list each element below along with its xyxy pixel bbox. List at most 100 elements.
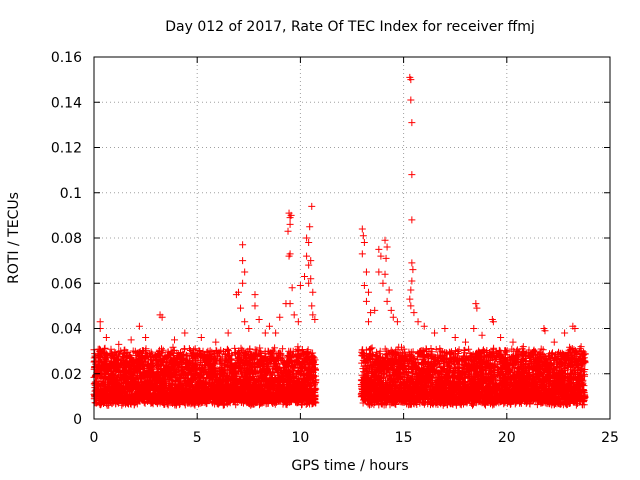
roti-point [245,325,253,332]
roti-point [362,268,370,276]
roti-point [115,340,123,348]
tick-labels: 0 5 10 15 20 25 0 0.02 0.04 0.06 0.08 0.1 0.12 0.14 0.… [51,50,619,446]
roti-point [305,279,313,287]
roti-point [181,329,189,337]
roti-point [406,295,414,303]
roti-point [409,266,417,274]
roti-point [470,325,478,332]
roti-point [408,171,416,179]
roti-point [393,318,401,326]
roti-point [489,318,497,326]
y-tick-label: 0.1 [60,186,82,202]
roti-point [571,325,579,332]
roti-point [462,338,470,346]
roti-point [360,239,368,247]
roti-point [408,216,416,224]
roti-point [541,327,549,335]
roti-point [414,318,422,326]
grid-lines [94,57,610,419]
y-axis-label: ROTI / TECUs [6,192,22,284]
roti-point [381,236,389,244]
roti-point [375,245,383,253]
roti-point [170,336,178,344]
roti-point [294,318,302,326]
roti-point [407,302,415,310]
roti-point [360,282,368,290]
roti-point [307,275,315,283]
roti-point [387,306,395,314]
roti-point [286,220,294,228]
roti-point [239,257,247,265]
roti-point [383,243,391,251]
roti-point [385,286,393,294]
roti-point [261,329,269,337]
roti-point [286,300,294,308]
x-tick-label: 10 [291,430,309,446]
y-tick-label: 0.14 [51,95,82,111]
y-tick-label: 0 [73,412,82,428]
roti-point [102,334,110,342]
roti-point [265,322,273,330]
roti-point [308,202,316,210]
roti-point [365,288,373,296]
roti-point [408,277,416,285]
roti-point [241,268,249,276]
x-tick-label: 25 [601,430,619,446]
roti-point [96,318,104,326]
roti-point [365,318,373,326]
roti-point [197,334,205,342]
x-axis-label: GPS time / hours [291,458,408,474]
roti-point [367,309,375,317]
roti-point [530,347,538,355]
roti-point [251,302,259,310]
roti-point [303,234,311,242]
roti-point [358,250,366,258]
roti-point [519,343,527,351]
roti-point [239,241,247,249]
x-tick-label: 5 [193,430,202,446]
y-tick-label: 0.04 [51,322,82,338]
roti-point [407,286,415,294]
roti-point [407,76,415,84]
roti-point [375,268,383,276]
x-tick-label: 20 [498,430,516,446]
roti-point [288,284,296,292]
roti-point [381,270,389,278]
roti-point [379,279,387,287]
roti-point [509,338,517,346]
roti-point [237,304,245,312]
roti-point [296,282,304,290]
x-tick-label: 15 [395,430,413,446]
roti-point [239,279,247,287]
data-points [90,73,589,409]
roti-point [472,300,480,308]
roti-point [407,96,415,104]
roti-point [301,272,309,280]
roti-point [255,315,263,323]
roti-point [306,223,314,231]
roti-point [550,338,558,346]
roti-point [389,313,397,321]
roti-point [410,309,418,317]
y-tick-label: 0.16 [51,50,82,66]
roti-point [308,302,316,310]
chart-title: Day 012 of 2017, Rate Of TEC Index for r… [165,19,535,35]
roti-point [284,227,292,235]
roti-point [272,329,280,337]
roti-point [431,329,439,337]
roti-point [127,336,135,344]
roti-point [234,288,242,296]
roti-point [478,331,486,339]
roti-point [451,334,459,342]
y-tick-label: 0.06 [51,276,82,292]
y-tick-label: 0.12 [51,141,82,157]
roti-point [276,313,284,321]
roti-point [290,311,298,319]
roti-point [359,232,367,240]
roti-point [473,304,481,312]
roti-point [362,297,370,305]
roti-point [285,252,293,260]
roti-point [305,239,313,247]
